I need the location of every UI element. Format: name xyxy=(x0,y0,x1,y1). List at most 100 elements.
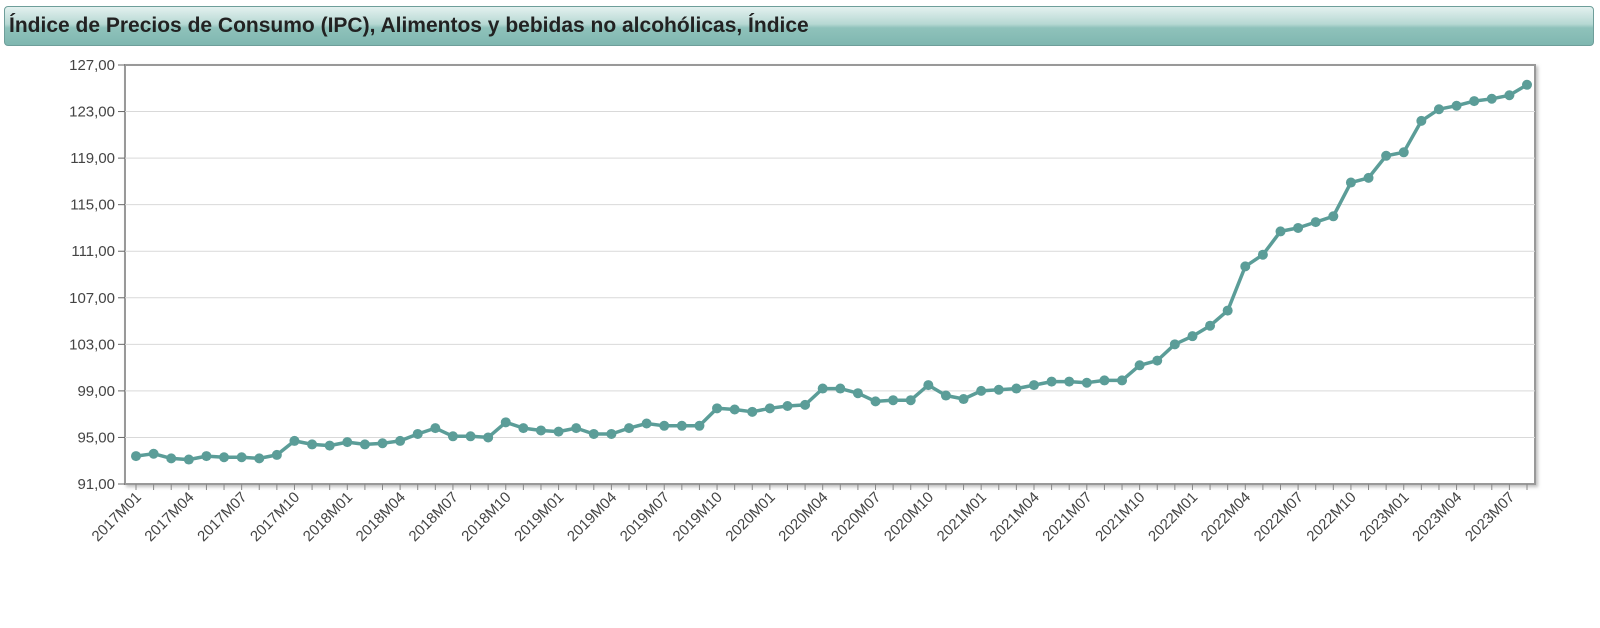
data-point[interactable] xyxy=(1028,380,1039,391)
data-point[interactable] xyxy=(289,435,300,446)
data-point[interactable] xyxy=(307,439,318,450)
x-tick-label: 2022M07 xyxy=(1251,489,1307,545)
data-point[interactable] xyxy=(1011,383,1022,394)
data-point[interactable] xyxy=(395,435,406,446)
x-tick-label: 2021M04 xyxy=(987,489,1043,545)
data-point[interactable] xyxy=(641,418,652,429)
x-tick-label: 2017M10 xyxy=(247,489,303,545)
y-tick-label: 123,00 xyxy=(69,104,115,121)
data-point[interactable] xyxy=(905,395,916,406)
data-point[interactable] xyxy=(676,420,687,431)
data-point[interactable] xyxy=(1046,376,1057,387)
y-tick-label: 127,00 xyxy=(69,57,115,74)
data-point[interactable] xyxy=(324,440,335,451)
y-tick-label: 111,00 xyxy=(71,243,115,260)
data-point[interactable] xyxy=(1486,93,1497,104)
data-point[interactable] xyxy=(958,394,969,405)
data-point[interactable] xyxy=(1363,172,1374,183)
data-point[interactable] xyxy=(747,406,758,417)
x-tick-label: 2018M01 xyxy=(300,489,356,545)
data-point[interactable] xyxy=(377,438,388,449)
data-point[interactable] xyxy=(1310,217,1321,228)
data-point[interactable] xyxy=(835,383,846,394)
x-tick-label: 2019M07 xyxy=(617,489,673,545)
data-point[interactable] xyxy=(993,384,1004,395)
x-tick-label: 2023M01 xyxy=(1356,489,1412,545)
data-point[interactable] xyxy=(219,452,230,463)
data-point[interactable] xyxy=(712,403,723,414)
data-point[interactable] xyxy=(1187,331,1198,342)
data-point[interactable] xyxy=(1064,376,1075,387)
data-point[interactable] xyxy=(571,423,582,434)
data-point[interactable] xyxy=(1293,222,1304,233)
data-point[interactable] xyxy=(588,428,599,439)
data-point[interactable] xyxy=(359,439,370,450)
data-point[interactable] xyxy=(976,385,987,396)
data-point[interactable] xyxy=(817,383,828,394)
data-point[interactable] xyxy=(1134,360,1145,371)
data-point[interactable] xyxy=(764,403,775,414)
data-point[interactable] xyxy=(465,431,476,442)
plot-area-frame xyxy=(124,64,1536,485)
x-tick-label: 2018M10 xyxy=(458,489,514,545)
data-point[interactable] xyxy=(518,423,529,434)
data-point[interactable] xyxy=(1117,375,1128,386)
data-point[interactable] xyxy=(1433,104,1444,115)
data-point[interactable] xyxy=(1169,339,1180,350)
data-point[interactable] xyxy=(412,428,423,439)
x-tick-label: 2021M10 xyxy=(1092,489,1148,545)
x-tick-label: 2019M04 xyxy=(564,489,620,545)
data-point[interactable] xyxy=(1081,377,1092,388)
data-point[interactable] xyxy=(870,396,881,407)
data-point[interactable] xyxy=(236,452,247,463)
data-point[interactable] xyxy=(1257,249,1268,260)
data-point[interactable] xyxy=(782,401,793,412)
x-tick-label: 2019M10 xyxy=(670,489,726,545)
data-point[interactable] xyxy=(888,395,899,406)
data-point[interactable] xyxy=(1416,115,1427,126)
data-point[interactable] xyxy=(254,453,265,464)
data-point[interactable] xyxy=(1205,320,1216,331)
data-point[interactable] xyxy=(183,454,194,465)
data-point[interactable] xyxy=(483,432,494,443)
gridlines xyxy=(125,111,1535,438)
data-point[interactable] xyxy=(694,420,705,431)
data-point[interactable] xyxy=(271,449,282,460)
data-point[interactable] xyxy=(131,451,141,462)
data-point[interactable] xyxy=(1099,375,1110,386)
data-point[interactable] xyxy=(1381,150,1392,161)
data-point[interactable] xyxy=(1275,226,1286,237)
data-point[interactable] xyxy=(500,417,511,428)
data-point[interactable] xyxy=(940,390,951,401)
data-point[interactable] xyxy=(624,423,635,434)
data-point[interactable] xyxy=(606,428,617,439)
y-tick-label: 91,00 xyxy=(77,476,115,493)
data-point[interactable] xyxy=(1222,305,1233,316)
x-tick-label: 2020M07 xyxy=(828,489,884,545)
data-point[interactable] xyxy=(201,451,212,462)
x-tick-label: 2020M10 xyxy=(881,489,937,545)
data-point[interactable] xyxy=(1451,100,1462,111)
data-point[interactable] xyxy=(729,404,740,415)
data-point[interactable] xyxy=(852,388,863,399)
data-point[interactable] xyxy=(166,453,177,464)
data-point[interactable] xyxy=(447,431,458,442)
data-point[interactable] xyxy=(1328,211,1339,222)
data-point[interactable] xyxy=(148,448,159,459)
data-point[interactable] xyxy=(659,420,670,431)
data-point[interactable] xyxy=(800,399,811,410)
data-point[interactable] xyxy=(1522,79,1532,90)
data-point[interactable] xyxy=(1469,96,1480,107)
data-point[interactable] xyxy=(1398,147,1409,158)
x-tick-label: 2022M01 xyxy=(1145,489,1201,545)
chart-title-bar: Índice de Precios de Consumo (IPC), Alim… xyxy=(4,6,1594,46)
data-point[interactable] xyxy=(1504,90,1515,101)
data-point[interactable] xyxy=(342,437,353,448)
data-point[interactable] xyxy=(535,425,546,436)
data-point[interactable] xyxy=(553,426,564,437)
data-point[interactable] xyxy=(430,423,441,434)
data-point[interactable] xyxy=(1240,261,1251,272)
data-point[interactable] xyxy=(923,380,934,391)
data-point[interactable] xyxy=(1152,355,1163,366)
data-point[interactable] xyxy=(1345,177,1356,188)
